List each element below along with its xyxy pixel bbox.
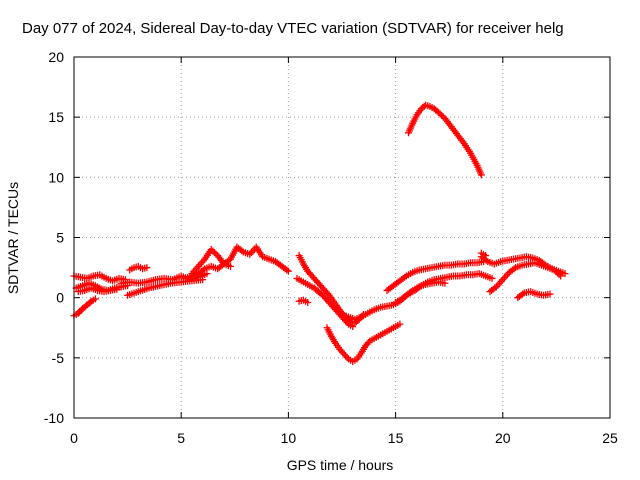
series-arc4: [74, 284, 121, 296]
series-arc16: [392, 270, 496, 306]
data-point: [207, 246, 215, 254]
data-point: [283, 266, 291, 274]
y-tick-label: 10: [48, 169, 64, 185]
data-point: [438, 111, 446, 119]
data-point: [238, 247, 246, 255]
data-point: [364, 339, 372, 347]
series-arc6: [126, 262, 151, 274]
data-point: [343, 353, 351, 361]
data-point: [396, 320, 404, 328]
data-point: [510, 265, 518, 273]
series-arc20: [514, 288, 554, 302]
data-point: [561, 270, 569, 278]
series-arc13: [323, 320, 404, 365]
data-point: [199, 266, 207, 274]
y-tick-label: 20: [48, 49, 64, 65]
series-arc15: [383, 258, 488, 294]
series-arc9: [181, 260, 235, 282]
data-point: [401, 273, 409, 281]
y-tick-label: 0: [56, 290, 64, 306]
series-arc11: [293, 274, 357, 331]
x-tick-label: 10: [281, 430, 297, 446]
x-tick-label: 0: [70, 430, 78, 446]
data-point: [209, 247, 217, 255]
series-arc1: [70, 295, 99, 320]
data-point: [555, 271, 563, 279]
y-axis-ticks: -10 -5 0 5 10 15 20: [44, 49, 610, 426]
data-point: [324, 290, 332, 298]
data-point: [519, 290, 527, 298]
series-arc21: [477, 249, 490, 260]
data-point: [143, 264, 151, 272]
data-point: [482, 252, 490, 260]
y-tick-label: 15: [48, 109, 64, 125]
data-point: [199, 276, 207, 284]
data-point: [210, 249, 218, 257]
grid: [74, 57, 610, 418]
data-point: [436, 110, 444, 118]
data-point: [553, 269, 561, 277]
data-point: [403, 291, 411, 299]
data-point: [343, 319, 351, 327]
data-point: [434, 108, 442, 116]
x-tick-label: 15: [388, 430, 404, 446]
data-point: [304, 298, 312, 306]
x-axis-label: GPS time / hours: [287, 457, 394, 473]
series-arc12: [295, 296, 312, 306]
data-point: [349, 323, 357, 331]
data-point: [227, 262, 235, 270]
y-axis-label: SDTVAR / TECUs: [5, 182, 21, 294]
x-tick-label: 5: [177, 430, 185, 446]
data-point: [491, 284, 499, 292]
data-point: [552, 267, 560, 275]
y-tick-label: -10: [44, 410, 64, 426]
series-arc8: [188, 243, 292, 278]
y-tick-label: -5: [52, 350, 65, 366]
x-tick-label: 25: [602, 430, 618, 446]
series-arc7: [124, 276, 207, 299]
y-tick-label: 5: [56, 230, 64, 246]
data-point: [91, 295, 99, 303]
data-point: [546, 290, 554, 298]
data-points: [70, 101, 569, 365]
data-point: [550, 266, 558, 274]
x-tick-label: 20: [495, 430, 511, 446]
series-arc17: [404, 101, 485, 179]
data-point: [477, 171, 485, 179]
data-point: [488, 274, 496, 282]
x-axis-ticks: 0 5 10 15 20 25: [70, 57, 618, 446]
data-point: [284, 267, 292, 275]
data-point: [113, 285, 121, 293]
chart-title: Day 077 of 2024, Sidereal Day-to-day VTE…: [22, 20, 564, 37]
data-point: [416, 283, 424, 291]
data-point: [557, 272, 565, 280]
series-arc10: [295, 252, 367, 327]
series-arc19: [486, 259, 565, 296]
